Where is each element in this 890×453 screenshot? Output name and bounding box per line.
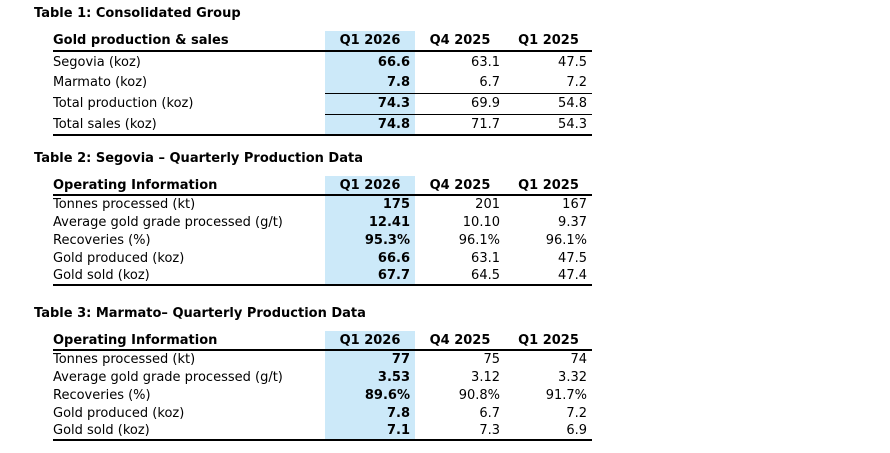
value-cell-q1-2025: 74 xyxy=(570,352,587,367)
row-label: Total sales (koz) xyxy=(53,114,325,136)
table-row-gold-sold: Gold sold (koz) 7.1 7.3 6.9 xyxy=(53,422,592,441)
value-cell-q4-2025: 69.9 xyxy=(415,92,505,114)
value-cell-q4-2025: 10.10 xyxy=(462,214,500,230)
value-cell-q4-2025: 6.7 xyxy=(479,405,500,421)
row-label: Gold sold (koz) xyxy=(53,267,325,286)
value-cell-q1-2026: 7.8 xyxy=(325,404,415,422)
value-cell-q1-2025: 47.5 xyxy=(558,54,587,70)
table-row-total-sales: Total sales (koz) 74.8 71.7 54.3 xyxy=(53,113,592,136)
table-row-tonnes-processed: Tonnes processed (kt) 77 75 74 xyxy=(53,350,592,368)
value-cell-q1-2025: 47.4 xyxy=(505,267,592,286)
value-cell-q1-2026: 74.8 xyxy=(325,113,415,136)
value-cell-q1-2026: 66.6 xyxy=(325,51,415,72)
table-row-recoveries: Recoveries (%) 89.6% 90.8% 91.7% xyxy=(53,386,592,404)
value-cell-q4-2025: 7.3 xyxy=(415,422,505,441)
value-cell-q1-2026: 12.41 xyxy=(325,213,415,231)
section-consolidated-group: Table 1: Consolidated Group Gold product… xyxy=(34,6,890,136)
row-label: Marmato (koz) xyxy=(53,75,148,90)
table-row-gold-produced: Gold produced (koz) 7.8 6.7 7.2 xyxy=(53,404,592,422)
value-cell-q4-2025: 90.8% xyxy=(458,387,500,403)
value-cell-q1-2026: 74.3 xyxy=(325,92,415,114)
value-cell-q1-2026: 7.8 xyxy=(325,72,415,93)
table-marmato-production: Operating Information Q1 2026 Q4 2025 Q1… xyxy=(53,331,592,441)
value-cell-q1-2026: 77 xyxy=(325,350,415,368)
column-header-q1-2025: Q1 2025 xyxy=(505,331,592,351)
row-label: Gold produced (koz) xyxy=(53,405,185,421)
row-label: Average gold grade processed (g/t) xyxy=(53,369,283,385)
row-label: Recoveries (%) xyxy=(53,387,151,403)
row-label: Average gold grade processed (g/t) xyxy=(53,214,283,230)
value-cell-q1-2025: 7.2 xyxy=(566,74,587,90)
table-header-row: Operating Information Q1 2026 Q4 2025 Q1… xyxy=(53,331,592,351)
value-cell-q1-2026: 7.1 xyxy=(325,422,415,441)
value-cell-q1-2025: 47.5 xyxy=(558,250,587,266)
table-row-recoveries: Recoveries (%) 95.3% 96.1% 96.1% xyxy=(53,231,592,249)
value-cell-q1-2025: 91.7% xyxy=(545,387,587,403)
value-cell-q4-2025: 201 xyxy=(475,197,500,212)
row-label: Segovia (koz) xyxy=(53,54,141,70)
table-row-gold-sold: Gold sold (koz) 67.7 64.5 47.4 xyxy=(53,267,592,286)
value-cell-q4-2025: 96.1% xyxy=(458,232,500,248)
value-cell-q1-2026: 89.6% xyxy=(325,386,415,404)
value-cell-q1-2025: 3.32 xyxy=(558,369,587,385)
value-cell-q1-2025: 7.2 xyxy=(566,405,587,421)
row-label: Tonnes processed (kt) xyxy=(53,197,196,212)
column-header-q1-2025: Q1 2025 xyxy=(505,31,592,52)
table-segovia-production: Operating Information Q1 2026 Q4 2025 Q1… xyxy=(53,176,592,286)
value-cell-q1-2025: 54.8 xyxy=(505,92,592,114)
value-cell-q4-2025: 63.1 xyxy=(471,54,500,70)
row-label: Gold produced (koz) xyxy=(53,250,185,266)
table-row-gold-produced: Gold produced (koz) 66.6 63.1 47.5 xyxy=(53,249,592,267)
table-header-row: Operating Information Q1 2026 Q4 2025 Q1… xyxy=(53,176,592,196)
value-cell-q1-2026: 175 xyxy=(325,195,415,213)
table-row-total-production: Total production (koz) 74.3 69.9 54.8 xyxy=(53,92,592,114)
value-cell-q1-2026: 67.7 xyxy=(325,267,415,286)
value-cell-q4-2025: 75 xyxy=(483,352,500,367)
row-label: Total production (koz) xyxy=(53,96,194,111)
value-cell-q4-2025: 64.5 xyxy=(415,267,505,286)
table-header-row: Gold production & sales Q1 2026 Q4 2025 … xyxy=(53,31,592,52)
column-header-operating-information: Operating Information xyxy=(53,176,325,196)
column-header-gold-production-sales: Gold production & sales xyxy=(53,31,325,52)
table-row-average-gold-grade: Average gold grade processed (g/t) 12.41… xyxy=(53,213,592,231)
column-header-q1-2026: Q1 2026 xyxy=(325,31,415,52)
value-cell-q1-2025: 6.9 xyxy=(505,422,592,441)
section-marmato-production: Table 3: Marmato– Quarterly Production D… xyxy=(34,306,890,441)
column-header-q1-2026: Q1 2026 xyxy=(325,331,415,351)
value-cell-q4-2025: 71.7 xyxy=(415,113,505,136)
value-cell-q1-2025: 9.37 xyxy=(558,214,587,230)
row-label: Tonnes processed (kt) xyxy=(53,352,196,367)
value-cell-q1-2025: 96.1% xyxy=(545,232,587,248)
value-cell-q1-2026: 3.53 xyxy=(325,368,415,386)
row-label: Recoveries (%) xyxy=(53,232,151,248)
column-header-q1-2025: Q1 2025 xyxy=(505,176,592,196)
value-cell-q4-2025: 3.12 xyxy=(471,369,500,385)
column-header-q1-2026: Q1 2026 xyxy=(325,176,415,196)
value-cell-q4-2025: 63.1 xyxy=(471,250,500,266)
table-1-title: Table 1: Consolidated Group xyxy=(34,6,241,21)
table-row-tonnes-processed: Tonnes processed (kt) 175 201 167 xyxy=(53,195,592,213)
table-2-title: Table 2: Segovia – Quarterly Production … xyxy=(34,151,363,166)
row-label: Gold sold (koz) xyxy=(53,422,325,441)
column-header-q4-2025: Q4 2025 xyxy=(415,31,505,52)
value-cell-q1-2026: 66.6 xyxy=(325,249,415,267)
column-header-operating-information: Operating Information xyxy=(53,331,325,351)
column-header-q4-2025: Q4 2025 xyxy=(415,176,505,196)
table-row-average-gold-grade: Average gold grade processed (g/t) 3.53 … xyxy=(53,368,592,386)
value-cell-q1-2025: 167 xyxy=(562,197,587,212)
table-consolidated-group: Gold production & sales Q1 2026 Q4 2025 … xyxy=(53,31,592,136)
table-row-segovia: Segovia (koz) 66.6 63.1 47.5 xyxy=(53,51,592,72)
column-header-q4-2025: Q4 2025 xyxy=(415,331,505,351)
section-segovia-production: Table 2: Segovia – Quarterly Production … xyxy=(34,151,890,286)
table-3-title: Table 3: Marmato– Quarterly Production D… xyxy=(34,306,366,321)
value-cell-q4-2025: 6.7 xyxy=(479,74,500,90)
value-cell-q1-2025: 54.3 xyxy=(505,113,592,136)
table-row-marmato: Marmato (koz) 7.8 6.7 7.2 xyxy=(53,72,592,93)
value-cell-q1-2026: 95.3% xyxy=(325,231,415,249)
